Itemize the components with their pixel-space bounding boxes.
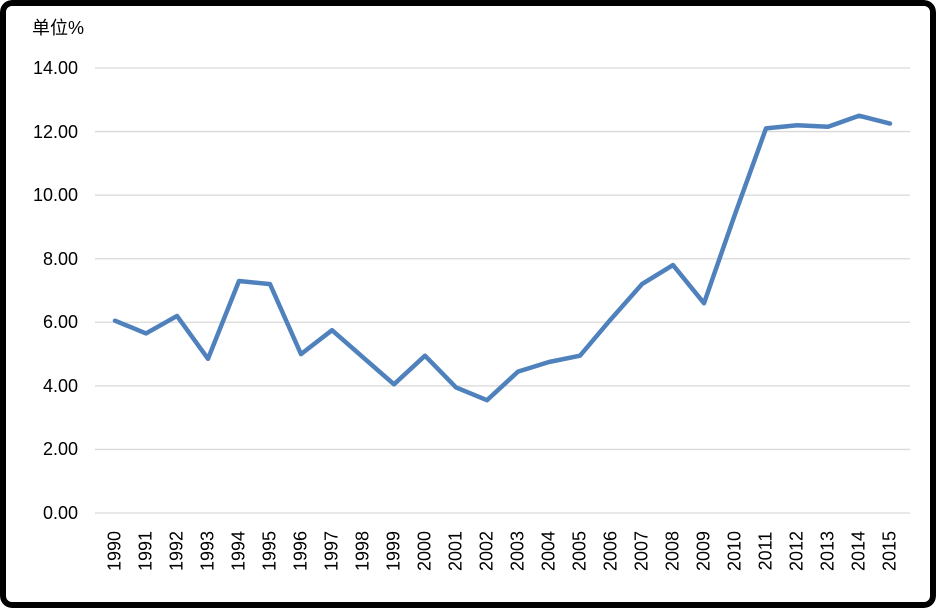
y-axis-unit-label: 单位% (32, 18, 85, 38)
y-tick-label: 0.00 (42, 503, 78, 523)
x-tick-label: 1996 (290, 530, 311, 572)
x-tick-label: 2000 (414, 530, 435, 572)
x-tick-label: 2002 (476, 530, 497, 572)
x-tick-label: 2015 (879, 530, 900, 572)
x-tick-label: 2009 (693, 530, 714, 572)
y-tick-label: 14.00 (32, 58, 78, 78)
x-tick-label: 2014 (848, 530, 869, 572)
x-tick-label: 2013 (817, 530, 838, 572)
y-tick-label: 2.00 (42, 439, 78, 460)
x-tick-label: 2004 (538, 530, 559, 572)
y-tick-label: 12.00 (32, 121, 78, 142)
x-tick-label: 2010 (724, 530, 745, 572)
x-tick-label: 2008 (662, 530, 683, 572)
x-tick-label: 1997 (321, 530, 342, 572)
data-line (112, 113, 893, 403)
x-tick-label: 2003 (507, 530, 528, 572)
y-tick-label: 8.00 (42, 248, 78, 269)
x-tick-label: 2005 (569, 530, 590, 572)
x-tick-label: 1998 (352, 530, 373, 572)
y-tick-label: 6.00 (42, 312, 78, 333)
x-tick-label: 1992 (166, 530, 187, 572)
x-tick-label: 2011 (755, 531, 776, 571)
x-tick-label: 2007 (631, 530, 652, 572)
x-tick-label: 1993 (197, 530, 218, 572)
x-tick-label: 1999 (383, 530, 404, 572)
x-tick-label: 1990 (104, 530, 125, 572)
y-tick-label: 4.00 (42, 375, 78, 396)
x-tick-label: 2012 (786, 530, 807, 572)
x-tick-label: 2001 (445, 530, 466, 572)
y-tick-label: 10.00 (32, 185, 78, 206)
x-tick-label: 1994 (228, 530, 249, 572)
x-tick-label: 1995 (259, 530, 280, 572)
x-tick-label: 2006 (600, 530, 621, 572)
x-tick-label: 1991 (135, 530, 156, 572)
